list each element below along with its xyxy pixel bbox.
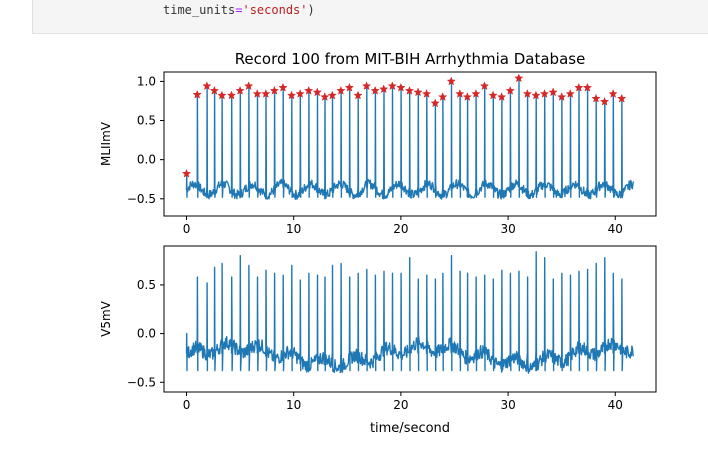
x-tick-label: 0 [183,398,191,412]
x-tick-label: 20 [393,222,408,236]
r-peak-marker [557,92,567,101]
ecg-signal-line [185,251,635,374]
figure-output: Record 100 from MIT-BIH Arrhythmia Datab… [0,34,708,458]
y-tick-label: −0.5 [127,375,156,389]
r-peak-marker [344,82,355,92]
r-peak-marker [617,93,627,103]
r-peak-marker [446,76,456,86]
r-peak-marker [226,90,237,100]
r-peak-marker [582,82,593,92]
y-tick-label: 0.0 [137,153,156,167]
r-peak-marker [217,90,227,100]
x-tick-label: 10 [286,222,301,236]
r-peak-marker [548,87,558,97]
x-tick-label: 40 [608,222,623,236]
r-peak-marker [438,92,448,101]
subplot-mlii: Record 100 from MIT-BIH Arrhythmia Datab… [99,50,657,236]
r-peak-marker [235,85,245,95]
r-peak-marker [599,96,610,106]
r-peak-marker [455,88,465,98]
chart-title: Record 100 from MIT-BIH Arrhythmia Datab… [235,50,586,68]
r-peak-marker [421,88,432,98]
x-tick-label: 20 [393,398,408,412]
code-closing-paren: ) [307,3,315,17]
axes-frame-top [163,71,657,217]
ecg-signal-line [185,77,635,200]
r-peak-marker [261,88,271,98]
figure-svg: Record 100 from MIT-BIH Arrhythmia Datab… [99,50,657,436]
r-peak-marker [361,81,372,91]
x-tick-label: 30 [500,222,515,236]
r-peak-marker [244,81,254,91]
r-peak-marker [286,90,297,100]
subplot-v5: 0 10 20 30 40 −0.5 0.0 0.5 V5mV time/second [99,245,657,436]
r-peak-marker [209,85,220,95]
r-peak-marker [181,168,192,178]
r-peak-marker [462,92,472,101]
r-peak-marker [252,88,262,98]
r-peak-marker [320,92,330,101]
r-peak-marker [430,98,440,108]
r-peak-marker [531,90,541,100]
r-peak-marker [202,81,212,91]
y-axis-label-top: MLIImV [99,121,113,166]
y-tick-label: 0.5 [137,278,156,292]
code-arg-name: time_units [163,3,236,17]
r-peak-marker [522,88,533,98]
y-tick-label: 0.0 [137,327,156,341]
y-tick-label: −0.5 [127,192,156,206]
r-peak-marker [505,85,515,95]
r-peak-marker [413,87,423,97]
r-peak-marker [379,84,389,94]
y-tick-label: 0.5 [137,114,156,128]
r-peak-marker [295,88,305,98]
r-peak-marker [370,85,380,95]
r-peak-marker [192,89,202,99]
r-peak-marker [353,90,363,100]
x-tick-label: 30 [500,398,515,412]
r-peak-marker [608,88,618,98]
x-tick-label: 0 [183,222,191,236]
y-axis-label-bottom: V5mV [99,300,113,337]
r-peak-marker [278,82,288,92]
r-peak-marker [327,90,337,100]
r-peak-marker [497,92,507,101]
code-arg-value: 'seconds' [242,3,308,17]
r-peak-marker [514,73,524,83]
r-peak-marker [539,88,550,98]
r-peak-marker [471,88,481,98]
y-tick-label: 1.0 [137,74,156,88]
r-peak-marker [591,93,601,103]
code-cell[interactable]: time_units='seconds') [32,0,708,34]
axes-frame-bottom [163,245,657,393]
r-peak-marker [387,81,397,91]
x-tick-label: 10 [286,398,301,412]
r-peak-marker [269,85,280,95]
r-peak-marker [479,81,490,91]
x-axis-label: time/second [370,421,450,436]
x-tick-label: 40 [608,398,623,412]
code-equals: = [235,3,243,17]
r-peak-marker [488,90,498,100]
r-peak-marker [574,82,584,92]
r-peak-marker [404,85,415,95]
r-peak-marker [312,87,322,97]
r-peak-marker [396,82,406,92]
code-line: time_units='seconds') [163,3,315,17]
r-peak-marker [565,88,575,98]
r-peak-marker [336,85,346,95]
r-peak-marker [304,85,314,95]
